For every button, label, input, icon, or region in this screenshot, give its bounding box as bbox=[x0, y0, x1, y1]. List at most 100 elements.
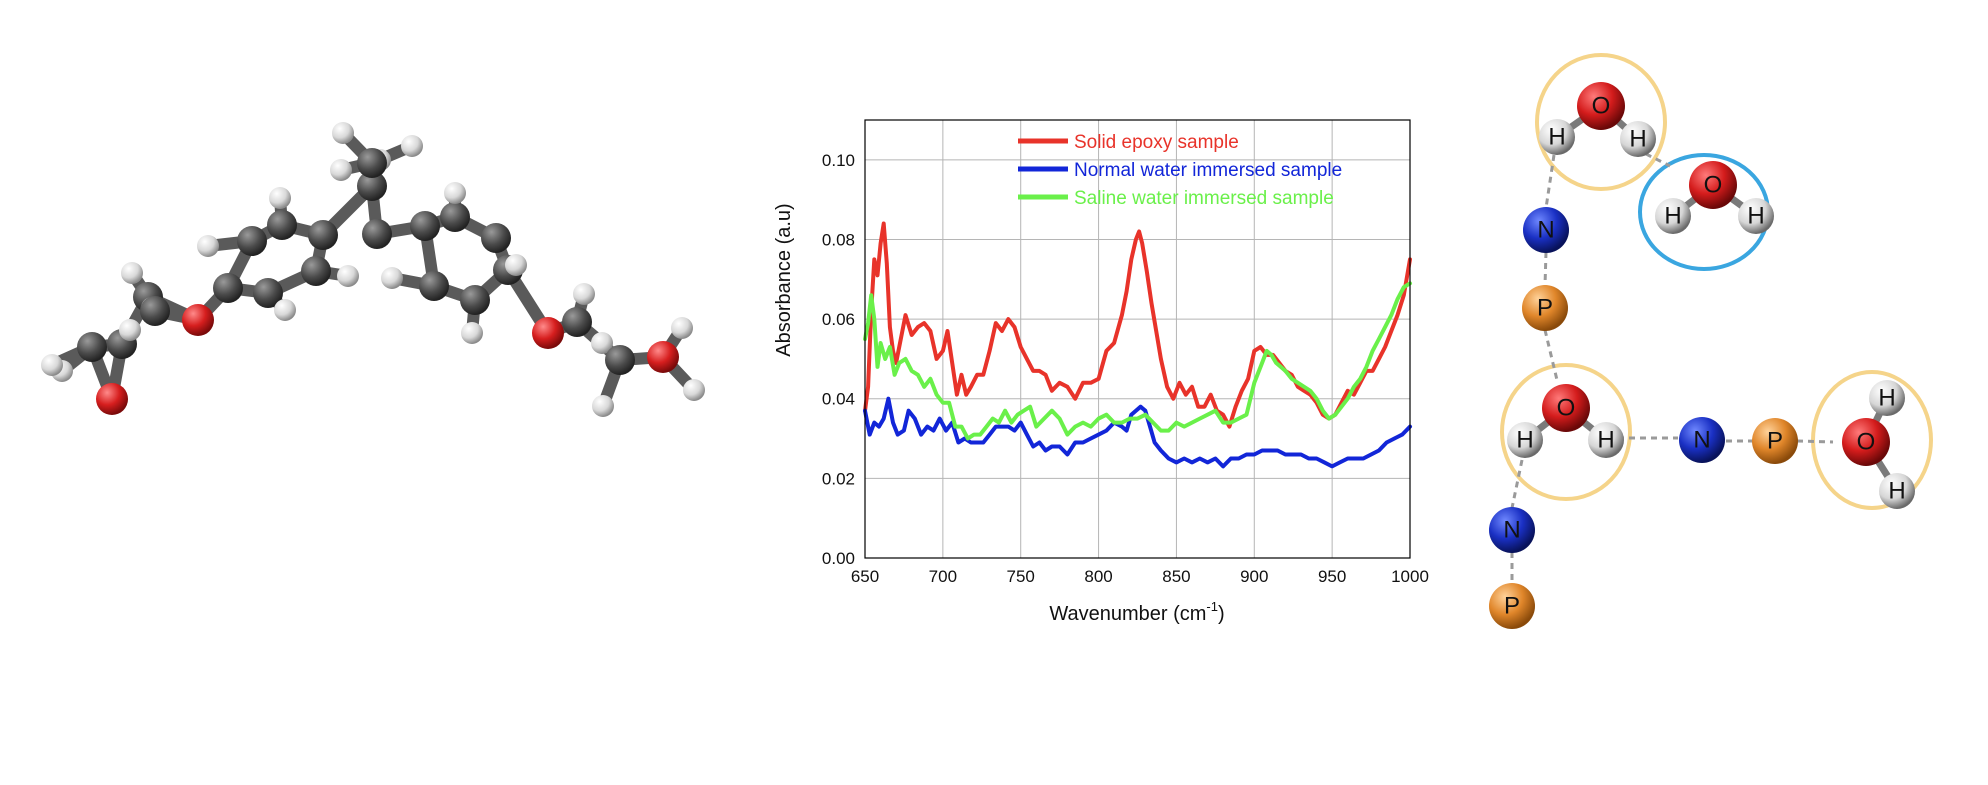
hydrogen-label: H bbox=[1516, 427, 1533, 454]
hydrogen-atom bbox=[573, 283, 595, 305]
hydrogen-label: H bbox=[1664, 203, 1681, 230]
hydrogen-atom bbox=[683, 379, 705, 401]
carbon-atom bbox=[267, 210, 297, 240]
x-tick-label: 800 bbox=[1084, 567, 1112, 586]
chart-svg: 650 700 750 800 850 900 950 1000 0.00 0.02 0.04 0.0… bbox=[773, 119, 1429, 625]
y-tick-label: 0.06 bbox=[822, 310, 855, 329]
hydrogen-label: H bbox=[1629, 126, 1646, 153]
y-tick-label: 0.10 bbox=[822, 151, 855, 170]
phosphorus-label: P bbox=[1537, 295, 1553, 322]
carbon-atom bbox=[301, 256, 331, 286]
y-tick-label: 0.00 bbox=[822, 549, 855, 568]
carbon-atom bbox=[77, 332, 107, 362]
water-ring-top bbox=[1535, 53, 1667, 191]
legend-label: Normal water immersed sample bbox=[1074, 160, 1342, 181]
hydrogen-atom bbox=[197, 235, 219, 257]
connector-h-n bbox=[1544, 154, 1556, 209]
carbon-atom bbox=[213, 273, 243, 303]
polymer-chain-2: N P bbox=[1489, 507, 1535, 629]
x-axis-label-superscript: -1 bbox=[1206, 599, 1218, 614]
phosphorus-label: P bbox=[1504, 593, 1520, 620]
x-axis-label-main: Wavenumber (cm bbox=[1049, 603, 1206, 625]
y-tick-label: 0.08 bbox=[822, 230, 855, 249]
series-line-3 bbox=[863, 281, 1412, 441]
carbon-atom bbox=[357, 171, 387, 201]
connector-p-o bbox=[1543, 329, 1559, 381]
polymer-chain-1: N P bbox=[1522, 207, 1569, 331]
hydrogen-atom bbox=[671, 317, 693, 339]
hydrogen-atom bbox=[337, 265, 359, 287]
hydrogen-label: H bbox=[1878, 385, 1895, 412]
carbon-atom bbox=[419, 271, 449, 301]
oxygen-label: O bbox=[1704, 172, 1723, 199]
water-molecule-2: O H H bbox=[1655, 161, 1774, 234]
hydrogen-label: H bbox=[1888, 478, 1905, 505]
oxygen-atom bbox=[647, 341, 679, 373]
carbon-atom bbox=[237, 226, 267, 256]
y-axis-label: Absorbance (a.u) bbox=[773, 203, 795, 356]
nitrogen-label: N bbox=[1693, 427, 1710, 454]
oxygen-label: O bbox=[1857, 429, 1876, 456]
network-svg: O H H O H H N P O H H N P N P bbox=[1489, 53, 1933, 629]
polymer-chain-3: N P bbox=[1679, 417, 1798, 464]
oxygen-label: O bbox=[1557, 395, 1576, 422]
x-tick-label: 850 bbox=[1162, 567, 1190, 586]
hydrogen-atom bbox=[591, 332, 613, 354]
oxygen-atom bbox=[182, 304, 214, 336]
water-ring-middle bbox=[1500, 363, 1632, 501]
hydrogen-label: H bbox=[1597, 427, 1614, 454]
series-line-1 bbox=[863, 221, 1412, 429]
carbon-atom bbox=[481, 223, 511, 253]
carbon-atom bbox=[253, 278, 283, 308]
carbon-atom bbox=[460, 285, 490, 315]
hydrogen-atom bbox=[121, 262, 143, 284]
nitrogen-label: N bbox=[1537, 217, 1554, 244]
oxygen-label: O bbox=[1592, 93, 1611, 120]
hydrogen-atom bbox=[119, 319, 141, 341]
x-axis-label-end: ) bbox=[1218, 603, 1225, 625]
water-interaction-network: O H H O H H N P O H H N P N P bbox=[1460, 0, 1988, 780]
epoxy-molecule-model bbox=[0, 0, 760, 780]
x-tick-label: 900 bbox=[1240, 567, 1268, 586]
legend-label: Solid epoxy sample bbox=[1074, 132, 1239, 153]
carbon-atom bbox=[410, 211, 440, 241]
hydrogen-label: H bbox=[1548, 124, 1565, 151]
legend-label: Saline water immersed sample bbox=[1074, 188, 1334, 209]
hydrogen-atom bbox=[505, 254, 527, 276]
water-molecule-1: O H H bbox=[1539, 82, 1656, 157]
hydrogen-atom bbox=[592, 395, 614, 417]
x-tick-label: 650 bbox=[851, 567, 879, 586]
x-tick-label: 950 bbox=[1318, 567, 1346, 586]
carbon-atom bbox=[362, 219, 392, 249]
hydrogen-atom bbox=[444, 182, 466, 204]
carbon-atom bbox=[140, 296, 170, 326]
chart-ticks: 650 700 750 800 850 900 950 1000 0.00 0.02 0.04 0.0… bbox=[822, 151, 1429, 586]
water-molecule-3: O H H bbox=[1507, 384, 1624, 458]
connector-h-n2 bbox=[1510, 459, 1524, 509]
carbon-atom bbox=[605, 345, 635, 375]
x-tick-label: 1000 bbox=[1391, 567, 1429, 586]
chart-series bbox=[863, 221, 1412, 469]
oxygen-atom bbox=[532, 317, 564, 349]
chart-legend: Solid epoxy sample Normal water immersed … bbox=[1018, 132, 1342, 209]
plot-frame bbox=[864, 119, 1411, 559]
hydrogen-atom bbox=[41, 354, 63, 376]
molecule-svg bbox=[41, 122, 705, 417]
carbon-atom bbox=[357, 148, 387, 178]
x-tick-label: 700 bbox=[929, 567, 957, 586]
y-tick-label: 0.04 bbox=[822, 390, 855, 409]
x-tick-label: 750 bbox=[1007, 567, 1035, 586]
hydrogen-atom bbox=[461, 322, 483, 344]
phosphorus-label: P bbox=[1767, 428, 1783, 455]
x-axis-label: Wavenumber (cm-1) bbox=[1049, 599, 1224, 625]
hydrogen-atom bbox=[274, 299, 296, 321]
series-line-2 bbox=[863, 396, 1412, 469]
hydrogen-atom bbox=[381, 267, 403, 289]
oxygen-atom bbox=[96, 383, 128, 415]
hydrogen-label: H bbox=[1747, 203, 1764, 230]
hydrogen-atom bbox=[330, 159, 352, 181]
chart-grid bbox=[865, 120, 1410, 558]
carbon-atom bbox=[562, 307, 592, 337]
hydrogen-atom bbox=[401, 135, 423, 157]
connector-n-p bbox=[1543, 251, 1548, 287]
